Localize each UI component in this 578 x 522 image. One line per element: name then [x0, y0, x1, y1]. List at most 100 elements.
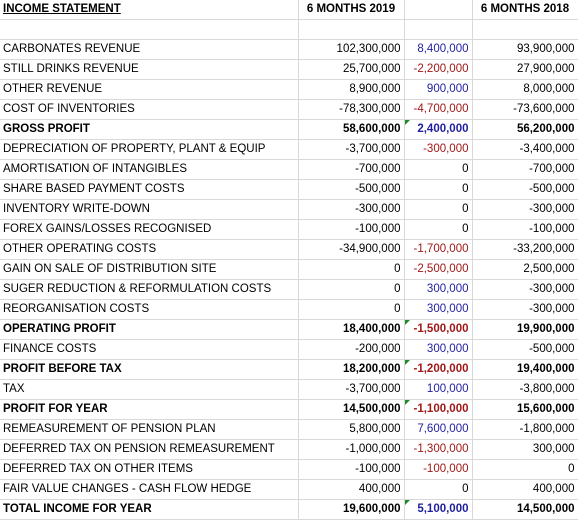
value-difference[interactable]: -100,000 [404, 459, 473, 480]
value-difference[interactable]: -300,000 [404, 139, 473, 160]
value-2019[interactable]: 0 [298, 299, 405, 320]
value-2019[interactable]: -100,000 [298, 459, 405, 480]
value-2018[interactable]: 56,200,000 [472, 119, 578, 140]
value-2019[interactable]: -3,700,000 [298, 139, 405, 160]
value-difference[interactable]: 0 [404, 219, 473, 240]
value-2018[interactable]: 400,000 [472, 479, 578, 500]
row-label[interactable]: TOTAL INCOME FOR YEAR [0, 499, 299, 520]
value-difference[interactable]: -2,500,000 [404, 259, 473, 280]
blank-cell[interactable] [0, 19, 299, 40]
value-2018[interactable]: 14,500,000 [472, 499, 578, 520]
value-2019[interactable]: 0 [298, 259, 405, 280]
value-difference[interactable]: 5,100,000 [404, 499, 473, 520]
value-difference[interactable]: 8,400,000 [404, 39, 473, 60]
row-label[interactable]: FOREX GAINS/LOSSES RECOGNISED [0, 219, 299, 240]
value-2019[interactable]: -200,000 [298, 339, 405, 360]
value-2019[interactable]: 25,700,000 [298, 59, 405, 80]
value-difference[interactable]: 0 [404, 179, 473, 200]
value-2018[interactable]: 8,000,000 [472, 79, 578, 100]
value-2019[interactable]: -300,000 [298, 199, 405, 220]
value-2019[interactable]: -3,700,000 [298, 379, 405, 400]
value-2018[interactable]: 19,400,000 [472, 359, 578, 380]
row-label[interactable]: COST OF INVENTORIES [0, 99, 299, 120]
value-2019[interactable]: -78,300,000 [298, 99, 405, 120]
row-label[interactable]: OTHER OPERATING COSTS [0, 239, 299, 260]
value-2018[interactable]: -300,000 [472, 279, 578, 300]
blank-cell[interactable] [298, 19, 405, 40]
value-2018[interactable]: -100,000 [472, 219, 578, 240]
value-difference[interactable]: 7,600,000 [404, 419, 473, 440]
value-2019[interactable]: 102,300,000 [298, 39, 405, 60]
value-2018[interactable]: 300,000 [472, 439, 578, 460]
value-2018[interactable]: 2,500,000 [472, 259, 578, 280]
value-difference[interactable]: -1,700,000 [404, 239, 473, 260]
row-label[interactable]: CARBONATES REVENUE [0, 39, 299, 60]
row-label[interactable]: DEFERRED TAX ON PENSION REMEASUREMENT [0, 439, 299, 460]
value-2019[interactable]: 19,600,000 [298, 499, 405, 520]
value-2018[interactable]: -3,400,000 [472, 139, 578, 160]
value-2018[interactable]: -33,200,000 [472, 239, 578, 260]
value-2019[interactable]: 58,600,000 [298, 119, 405, 140]
column-header-2018[interactable]: 6 MONTHS 2018 [472, 0, 578, 20]
row-label[interactable]: TAX [0, 379, 299, 400]
value-difference[interactable]: -1,300,000 [404, 439, 473, 460]
value-2018[interactable]: -73,600,000 [472, 99, 578, 120]
value-2019[interactable]: 400,000 [298, 479, 405, 500]
row-label[interactable]: SUGER REDUCTION & REFORMULATION COSTS [0, 279, 299, 300]
value-2018[interactable]: -300,000 [472, 299, 578, 320]
value-difference[interactable]: 300,000 [404, 299, 473, 320]
value-2019[interactable]: -500,000 [298, 179, 405, 200]
row-label[interactable]: PROFIT BEFORE TAX [0, 359, 299, 380]
row-label[interactable]: GROSS PROFIT [0, 119, 299, 140]
value-difference[interactable]: 300,000 [404, 339, 473, 360]
row-label[interactable]: REORGANISATION COSTS [0, 299, 299, 320]
row-label[interactable]: GAIN ON SALE OF DISTRIBUTION SITE [0, 259, 299, 280]
row-label[interactable]: INVENTORY WRITE-DOWN [0, 199, 299, 220]
row-label[interactable]: OPERATING PROFIT [0, 319, 299, 340]
row-label[interactable]: FINANCE COSTS [0, 339, 299, 360]
value-2019[interactable]: -100,000 [298, 219, 405, 240]
value-2018[interactable]: 27,900,000 [472, 59, 578, 80]
value-2019[interactable]: 0 [298, 279, 405, 300]
row-label[interactable]: AMORTISATION OF INTANGIBLES [0, 159, 299, 180]
sheet-title[interactable]: INCOME STATEMENT [0, 0, 299, 20]
blank-cell[interactable] [472, 19, 578, 40]
row-label[interactable]: DEFERRED TAX ON OTHER ITEMS [0, 459, 299, 480]
value-difference[interactable]: 0 [404, 479, 473, 500]
blank-cell[interactable] [404, 19, 473, 40]
row-label[interactable]: STILL DRINKS REVENUE [0, 59, 299, 80]
value-difference[interactable]: -1,500,000 [404, 319, 473, 340]
row-label[interactable]: SHARE BASED PAYMENT COSTS [0, 179, 299, 200]
value-2018[interactable]: -3,800,000 [472, 379, 578, 400]
row-label[interactable]: DEPRECIATION OF PROPERTY, PLANT & EQUIP [0, 139, 299, 160]
value-difference[interactable]: 0 [404, 199, 473, 220]
value-2019[interactable]: -34,900,000 [298, 239, 405, 260]
value-2018[interactable]: 93,900,000 [472, 39, 578, 60]
value-2018[interactable]: -1,800,000 [472, 419, 578, 440]
row-label[interactable]: PROFIT FOR YEAR [0, 399, 299, 420]
value-2019[interactable]: 8,900,000 [298, 79, 405, 100]
value-difference[interactable]: -1,100,000 [404, 399, 473, 420]
value-2019[interactable]: -1,000,000 [298, 439, 405, 460]
value-difference[interactable]: 900,000 [404, 79, 473, 100]
value-difference[interactable]: -1,200,000 [404, 359, 473, 380]
value-2018[interactable]: -500,000 [472, 339, 578, 360]
value-2018[interactable]: 0 [472, 459, 578, 480]
column-header-difference[interactable] [404, 0, 473, 20]
row-label[interactable]: OTHER REVENUE [0, 79, 299, 100]
value-difference[interactable]: 0 [404, 159, 473, 180]
value-2019[interactable]: 18,200,000 [298, 359, 405, 380]
column-header-2019[interactable]: 6 MONTHS 2019 [298, 0, 405, 20]
value-difference[interactable]: 2,400,000 [404, 119, 473, 140]
value-difference[interactable]: 300,000 [404, 279, 473, 300]
value-2018[interactable]: -500,000 [472, 179, 578, 200]
value-difference[interactable]: 100,000 [404, 379, 473, 400]
value-2018[interactable]: 19,900,000 [472, 319, 578, 340]
value-2018[interactable]: 15,600,000 [472, 399, 578, 420]
value-difference[interactable]: -4,700,000 [404, 99, 473, 120]
value-2019[interactable]: 5,800,000 [298, 419, 405, 440]
value-2019[interactable]: -700,000 [298, 159, 405, 180]
value-2018[interactable]: -700,000 [472, 159, 578, 180]
row-label[interactable]: FAIR VALUE CHANGES - CASH FLOW HEDGE [0, 479, 299, 500]
row-label[interactable]: REMEASUREMENT OF PENSION PLAN [0, 419, 299, 440]
